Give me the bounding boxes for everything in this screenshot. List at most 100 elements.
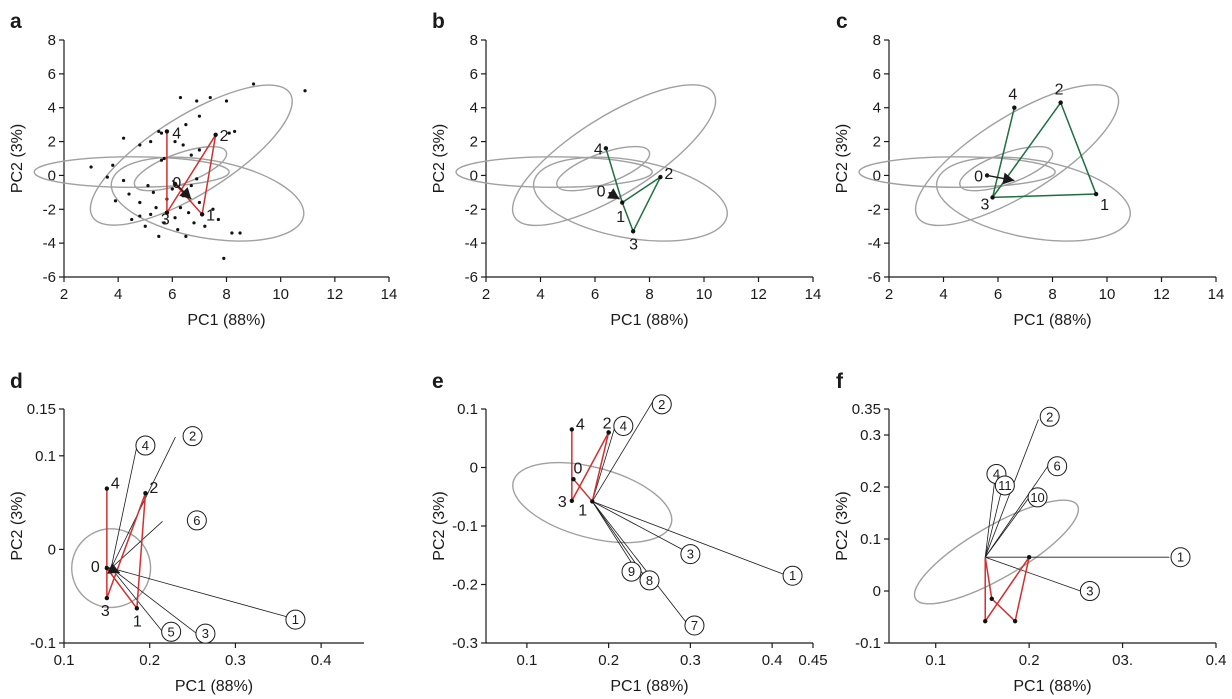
confidence-ellipse bbox=[556, 145, 651, 192]
y-tick-label: 6 bbox=[48, 66, 56, 83]
y-tick-label: -2 bbox=[43, 201, 56, 218]
y-tick-label: 0 bbox=[470, 167, 478, 184]
loading-vector bbox=[984, 497, 1030, 558]
y-tick-label: 6 bbox=[470, 66, 478, 83]
vector-label-circle bbox=[186, 510, 207, 531]
panel-e: e -0.3 -0.2 -0.1 0 0.1 0.1 0.2 0.3 0.4 0.45 PC1 (88… bbox=[431, 370, 828, 695]
panel-letter: c bbox=[836, 10, 848, 33]
y-tick-label: 2 bbox=[470, 134, 478, 151]
trajectory-point bbox=[603, 146, 609, 151]
point-label: 2 bbox=[220, 128, 229, 145]
y-axis-label: PC2 (3%) bbox=[9, 491, 26, 560]
x-tick-label: 10 bbox=[272, 286, 289, 303]
x-tick-label: 0.2 bbox=[598, 652, 619, 669]
x-tick-label: 8 bbox=[645, 286, 653, 303]
y-tick-label: 0 bbox=[470, 460, 478, 477]
trajectory-line bbox=[991, 101, 1098, 199]
x-tick-label: 03. bbox=[1112, 652, 1133, 669]
trajectory-point bbox=[1012, 105, 1017, 110]
scatter-point bbox=[157, 129, 161, 134]
vector-label: 5 bbox=[168, 624, 175, 639]
x-tick-label: 0.3 bbox=[680, 652, 701, 669]
scatter-point bbox=[138, 200, 142, 205]
scatter-point bbox=[138, 214, 142, 218]
trajectory-point bbox=[1026, 555, 1032, 560]
scatter-point bbox=[130, 217, 134, 222]
y-tick-label: -0.1 bbox=[452, 518, 478, 535]
vector-label-circle bbox=[680, 544, 701, 565]
panel-f: f -0.1 0 0.1 0.2 0.3 0.35 0.1 0.2 03. 0.4 PC1 (88%)… bbox=[834, 370, 1226, 695]
loading-vector bbox=[111, 567, 287, 618]
point-label: 2 bbox=[603, 415, 612, 432]
y-tick-label: 2 bbox=[873, 134, 881, 151]
scatter-point bbox=[203, 224, 207, 228]
vector-label: 3 bbox=[1086, 584, 1093, 599]
scatter-point bbox=[127, 192, 131, 196]
scatter-point bbox=[113, 199, 118, 203]
confidence-ellipse bbox=[914, 84, 1120, 227]
scatter-point bbox=[162, 156, 166, 161]
x-tick-label: 12 bbox=[750, 286, 767, 303]
y-axis-label: PC2 (3%) bbox=[431, 491, 448, 560]
panel-d: d -0.1 0 0.1 0.15 0.1 0.2 0.3 0.4 PC1 (88%) PC2 (3… bbox=[9, 370, 364, 695]
x-tick-label: 14 bbox=[805, 286, 822, 303]
y-tick-label: -0.2 bbox=[452, 577, 478, 594]
trajectory-point bbox=[569, 427, 575, 432]
confidence-ellipse bbox=[110, 156, 305, 242]
scatter-point bbox=[138, 143, 142, 147]
y-tick-label: 0 bbox=[48, 541, 56, 558]
scatter-point bbox=[216, 217, 220, 222]
point-label: 0 bbox=[974, 168, 983, 185]
scatter-point bbox=[159, 131, 164, 135]
scatter-point bbox=[197, 200, 202, 205]
loading-vector bbox=[984, 465, 1049, 558]
point-label: 0 bbox=[597, 183, 606, 200]
vector-label: 4 bbox=[993, 467, 1000, 482]
vector-label: 2 bbox=[658, 397, 665, 412]
confidence-ellipse bbox=[858, 156, 1056, 188]
vector-label-circle bbox=[782, 565, 803, 586]
x-tick-label: 14 bbox=[1208, 286, 1225, 303]
trajectory-point bbox=[983, 618, 988, 624]
scatter-point bbox=[170, 187, 174, 191]
point-label: 0 bbox=[573, 460, 582, 477]
loading-vector bbox=[591, 501, 687, 623]
scatter-point bbox=[157, 234, 161, 238]
vector-label: 1 bbox=[789, 568, 796, 583]
y-tick-label: -6 bbox=[465, 269, 478, 286]
point-label: 3 bbox=[629, 236, 638, 253]
trajectory-point bbox=[620, 200, 625, 205]
vector-label: 1 bbox=[292, 612, 299, 627]
y-tick-label: 0.35 bbox=[852, 401, 881, 418]
x-tick-label: 10 bbox=[1099, 286, 1116, 303]
vector-label-circle bbox=[135, 435, 156, 456]
trajectory-point bbox=[1012, 618, 1018, 624]
y-tick-label: 2 bbox=[48, 134, 56, 151]
y-tick-label: 4 bbox=[470, 100, 478, 117]
scatter-point bbox=[121, 178, 126, 183]
vector-label-circle bbox=[182, 426, 203, 447]
trajectory-point bbox=[213, 132, 218, 137]
arrow-head bbox=[179, 187, 192, 200]
scatter-point bbox=[162, 221, 166, 225]
y-tick-label: -2 bbox=[465, 201, 478, 218]
trajectory-point bbox=[658, 174, 663, 180]
confidence-ellipse bbox=[71, 528, 152, 609]
trajectory-point bbox=[134, 606, 140, 611]
y-tick-label: -0.3 bbox=[452, 635, 478, 652]
x-tick-label: 4 bbox=[939, 286, 947, 303]
arrow-head bbox=[1002, 172, 1015, 185]
x-tick-label: 0.4 bbox=[1206, 652, 1227, 669]
y-tick-label: 0.15 bbox=[27, 401, 56, 418]
x-tick-label: 4 bbox=[114, 286, 122, 303]
vector-label-circle bbox=[1047, 456, 1068, 477]
trajectory-point bbox=[164, 129, 170, 134]
y-tick-label: 8 bbox=[873, 32, 881, 49]
scatter-point bbox=[184, 123, 188, 127]
vector-label-circle bbox=[195, 623, 216, 644]
trajectory-point bbox=[199, 212, 205, 217]
scatter-point bbox=[149, 139, 153, 144]
trajectory-point bbox=[104, 486, 110, 491]
scatter-point bbox=[154, 205, 158, 210]
